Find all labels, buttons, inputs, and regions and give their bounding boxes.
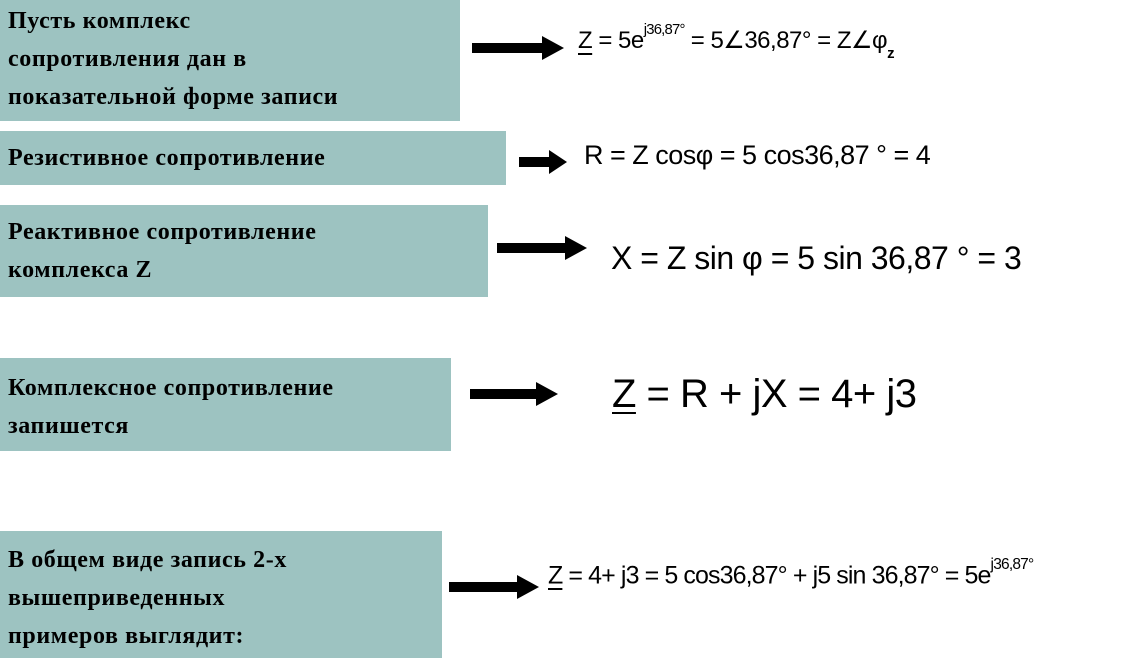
right-arrow-icon [497, 236, 587, 260]
formula-z-underlined: Z [578, 27, 593, 54]
label-box-general-form: В общем виде запись 2-х вышеприведенных … [0, 531, 442, 658]
label-box-complex: Комплексное сопротивление запишется [0, 358, 451, 451]
formula-part: = 4+ j3 = 5 cos36,87° + j5 sin 36,87° = … [562, 561, 991, 590]
formula-resistive: R = Z cosφ = 5 cos36,87 ° = 4 [584, 140, 931, 171]
label-box-exponential-form: Пусть комплекс сопротивления дан в показ… [0, 0, 460, 121]
formula-reactive: X = Z sin φ = 5 sin 36,87 ° = 3 [611, 240, 1022, 277]
label-line: показательной форме записи [8, 84, 339, 110]
right-arrow-icon [472, 36, 564, 60]
formula-part: = R + jX = 4+ j3 [635, 372, 917, 416]
right-arrow-icon [519, 150, 567, 174]
label-line: вышеприведенных [8, 585, 226, 611]
label-line: комплекса Z [8, 257, 153, 283]
formula-part: = 5∠36,87° = Z∠φ [684, 27, 888, 54]
formula-exponent: j36,87° [643, 21, 686, 38]
label-line: Пусть комплекс [8, 8, 191, 34]
formula-exponent: j36,87° [990, 555, 1035, 573]
formula-subscript: z [887, 45, 895, 62]
label-line: примеров выглядит: [8, 623, 245, 649]
formula-complex: Z = R + jX = 4+ j3 [612, 372, 917, 417]
formula-part: R = Z cosφ = 5 cos36,87 ° = 4 [584, 140, 931, 170]
formula-part: X = Z sin φ = 5 sin 36,87 ° = 3 [611, 240, 1022, 276]
formula-general-form: Z = 4+ j3 = 5 cos36,87° + j5 sin 36,87° … [548, 556, 1034, 590]
label-line: Резистивное сопротивление [8, 145, 326, 171]
label-box-resistive: Резистивное сопротивление [0, 131, 506, 185]
label-line: сопротивления дан в [8, 46, 247, 72]
formula-part: = 5e [592, 27, 644, 54]
formula-z-underlined: Z [612, 372, 636, 416]
label-line: запишется [8, 413, 130, 439]
formula-exponential-form: Z = 5ej36,87° = 5∠36,87° = Z∠φz [578, 22, 895, 62]
right-arrow-icon [470, 382, 558, 406]
right-arrow-icon [449, 575, 539, 599]
label-line: В общем виде запись 2-х [8, 547, 287, 573]
label-line: Комплексное сопротивление [8, 375, 334, 401]
formula-z-underlined: Z [548, 561, 563, 590]
label-box-reactive: Реактивное сопротивление комплекса Z [0, 205, 488, 297]
label-line: Реактивное сопротивление [8, 219, 317, 245]
